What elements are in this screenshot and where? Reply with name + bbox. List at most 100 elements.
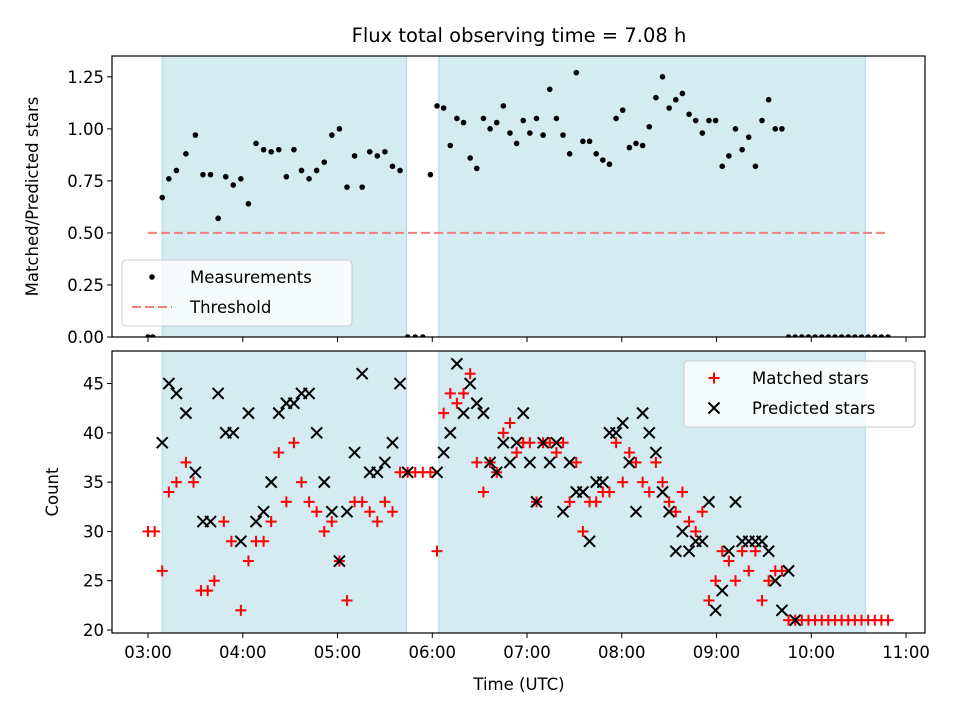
measurement-point — [159, 194, 166, 201]
marker-stroke — [636, 406, 649, 420]
x-tick-label: 03:00 — [124, 643, 172, 662]
legend-label: Measurements — [190, 268, 312, 287]
matched-star-point — [326, 516, 338, 528]
measurement-point — [792, 334, 798, 337]
predicted-star-point — [444, 426, 457, 440]
marker-stroke — [333, 554, 346, 568]
legend-label: Matched stars — [752, 369, 869, 388]
matched-star-point — [163, 486, 175, 498]
y-tick-label: 1.00 — [67, 120, 104, 139]
matched-star-point — [756, 594, 768, 606]
measurement-point — [739, 146, 745, 153]
x-tick-label: 05:00 — [314, 643, 362, 662]
measurement-point — [389, 163, 396, 170]
marker-stroke — [170, 387, 183, 400]
matched-star-point — [690, 525, 702, 537]
marker-stroke — [530, 495, 543, 509]
predicted-star-point — [649, 446, 663, 459]
measurement-point — [440, 105, 447, 111]
marker-stroke — [510, 436, 523, 449]
measurement-point — [329, 132, 335, 138]
measurement-point — [580, 138, 586, 145]
measurement-point — [404, 334, 411, 337]
marker-stroke — [257, 505, 270, 518]
predicted-star-point — [643, 426, 656, 440]
measurement-point — [858, 334, 865, 337]
predicted-star-point — [242, 406, 255, 420]
predicted-star-point — [204, 515, 217, 528]
predicted-star-point — [437, 446, 450, 459]
measurement-point — [805, 334, 812, 337]
marker-stroke — [189, 466, 202, 479]
y-tick-label: 35 — [83, 473, 104, 492]
predicted-star-point — [179, 406, 193, 420]
predicted-star-point — [257, 505, 270, 518]
matched-star-point — [511, 447, 523, 459]
predicted-star-point — [616, 416, 629, 430]
measurement-point — [215, 215, 221, 222]
predicted-star-point — [249, 515, 263, 528]
predicted-star-point — [576, 485, 590, 499]
marker-stroke — [543, 456, 556, 469]
predicted-star-point — [769, 574, 782, 587]
matched-star-point — [225, 535, 237, 547]
predicted-star-point — [457, 406, 470, 420]
matched-star-point — [603, 486, 615, 498]
measurement-point — [825, 334, 832, 337]
measurement-point — [759, 117, 765, 124]
matched-star-point — [156, 565, 168, 577]
measurement-point — [200, 171, 206, 178]
measurement-point — [772, 126, 779, 132]
measurement-point — [192, 132, 199, 138]
measurement-point — [382, 148, 388, 155]
marker-stroke — [430, 466, 444, 479]
predicted-star-point — [318, 475, 331, 489]
matched-star-point — [431, 545, 443, 557]
measurement-point — [321, 159, 328, 165]
matched-star-point — [273, 447, 285, 459]
measurement-point — [260, 146, 267, 153]
measurement-point — [672, 96, 679, 103]
marker-stroke — [470, 397, 484, 410]
predicted-star-point — [530, 495, 543, 509]
matched-star-point — [723, 555, 735, 567]
marker-stroke — [497, 436, 510, 449]
legend: Measurements Threshold — [121, 259, 353, 327]
marker-stroke — [775, 604, 789, 617]
measurement-point — [351, 153, 358, 159]
predicted-star-point — [371, 466, 384, 479]
marker-stroke — [576, 485, 590, 499]
measurement-point — [639, 142, 646, 149]
predicted-star-point — [302, 387, 316, 400]
predicted-star-point — [227, 426, 240, 440]
predicted-star-point — [523, 456, 537, 469]
matched-star-point — [424, 466, 436, 478]
marker-stroke — [503, 456, 517, 469]
measurement-point — [540, 132, 546, 138]
matched-star-point — [235, 604, 247, 616]
matched-star-point — [610, 437, 622, 449]
measurement-point — [606, 161, 613, 168]
predicted-star-point — [483, 456, 497, 469]
marker-stroke — [355, 367, 369, 380]
measurement-point — [619, 107, 626, 113]
y-tick-label: 0.25 — [67, 276, 104, 295]
matched-star-point — [311, 506, 323, 518]
measurement-point — [500, 103, 507, 109]
predicted-star-point — [536, 436, 550, 449]
matched-star-point — [637, 476, 649, 488]
measurement-point — [719, 163, 726, 170]
measurement-point — [653, 94, 659, 101]
predicted-star-point — [211, 387, 225, 400]
measurement-point — [183, 151, 189, 157]
measurement-point — [812, 334, 818, 337]
predicted-star-point — [333, 554, 346, 568]
matched-star-point — [657, 476, 669, 488]
marker-stroke — [325, 505, 339, 518]
legend-label: Predicted stars — [752, 399, 875, 418]
measurement-point — [818, 334, 825, 337]
predicted-star-point — [623, 456, 636, 469]
measurement-point — [832, 334, 838, 337]
measurement-point — [646, 123, 653, 130]
legend-label: Threshold — [189, 298, 271, 317]
